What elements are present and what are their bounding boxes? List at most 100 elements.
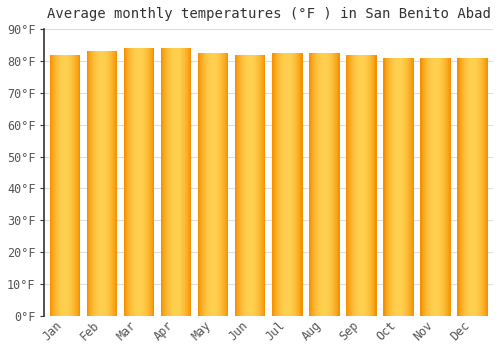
Bar	[277, 53, 278, 316]
Bar	[107, 51, 108, 316]
Bar	[86, 51, 88, 316]
Bar	[56, 55, 57, 316]
Bar	[77, 55, 78, 316]
Bar	[272, 53, 274, 316]
Bar	[178, 48, 179, 316]
Bar	[68, 55, 69, 316]
Bar	[424, 58, 426, 316]
Bar	[161, 48, 162, 316]
Bar	[169, 48, 170, 316]
Bar	[79, 55, 80, 316]
Bar	[359, 55, 360, 316]
Bar	[200, 53, 201, 316]
Bar	[395, 58, 396, 316]
Bar	[350, 55, 351, 316]
Bar	[106, 51, 107, 316]
Bar	[339, 53, 340, 316]
Bar	[400, 58, 401, 316]
Bar	[312, 53, 313, 316]
Bar	[50, 55, 51, 316]
Bar	[145, 48, 146, 316]
Bar	[327, 53, 328, 316]
Bar	[481, 58, 482, 316]
Bar	[274, 53, 275, 316]
Bar	[71, 55, 72, 316]
Bar	[180, 48, 181, 316]
Bar	[260, 55, 261, 316]
Bar	[450, 58, 451, 316]
Bar	[249, 55, 250, 316]
Bar	[291, 53, 292, 316]
Bar	[318, 53, 319, 316]
Bar	[310, 53, 311, 316]
Bar	[461, 58, 462, 316]
Bar	[113, 51, 114, 316]
Title: Average monthly temperatures (°F ) in San Benito Abad: Average monthly temperatures (°F ) in Sa…	[47, 7, 490, 21]
Bar	[405, 58, 406, 316]
Bar	[250, 55, 251, 316]
Bar	[235, 55, 236, 316]
Bar	[238, 55, 240, 316]
Bar	[428, 58, 429, 316]
Bar	[164, 48, 165, 316]
Bar	[223, 53, 224, 316]
Bar	[112, 51, 113, 316]
Bar	[258, 55, 260, 316]
Bar	[361, 55, 362, 316]
Bar	[147, 48, 148, 316]
Bar	[262, 55, 263, 316]
Bar	[336, 53, 337, 316]
Bar	[436, 58, 437, 316]
Bar	[146, 48, 147, 316]
Bar	[55, 55, 56, 316]
Bar	[404, 58, 405, 316]
Bar	[448, 58, 449, 316]
Bar	[64, 55, 65, 316]
Bar	[144, 48, 145, 316]
Bar	[245, 55, 246, 316]
Bar	[161, 48, 162, 316]
Bar	[109, 51, 110, 316]
Bar	[207, 53, 208, 316]
Bar	[141, 48, 142, 316]
Bar	[422, 58, 423, 316]
Bar	[347, 55, 348, 316]
Bar	[279, 53, 280, 316]
Bar	[142, 48, 144, 316]
Bar	[392, 58, 393, 316]
Bar	[374, 55, 375, 316]
Bar	[97, 51, 98, 316]
Bar	[320, 53, 322, 316]
Bar	[151, 48, 152, 316]
Bar	[167, 48, 168, 316]
Bar	[99, 51, 100, 316]
Bar	[406, 58, 407, 316]
Bar	[334, 53, 336, 316]
Bar	[326, 53, 327, 316]
Bar	[93, 51, 94, 316]
Bar	[372, 55, 373, 316]
Bar	[189, 48, 190, 316]
Bar	[134, 48, 135, 316]
Bar	[430, 58, 432, 316]
Bar	[220, 53, 221, 316]
Bar	[210, 53, 212, 316]
Bar	[58, 55, 59, 316]
Bar	[482, 58, 483, 316]
Bar	[213, 53, 214, 316]
Bar	[127, 48, 128, 316]
Bar	[407, 58, 408, 316]
Bar	[401, 58, 402, 316]
Bar	[60, 55, 61, 316]
Bar	[434, 58, 435, 316]
Bar	[442, 58, 443, 316]
Bar	[153, 48, 154, 316]
Bar	[171, 48, 172, 316]
Bar	[402, 58, 403, 316]
Bar	[226, 53, 227, 316]
Bar	[79, 55, 80, 316]
Bar	[292, 53, 293, 316]
Bar	[227, 53, 228, 316]
Bar	[313, 53, 314, 316]
Bar	[462, 58, 463, 316]
